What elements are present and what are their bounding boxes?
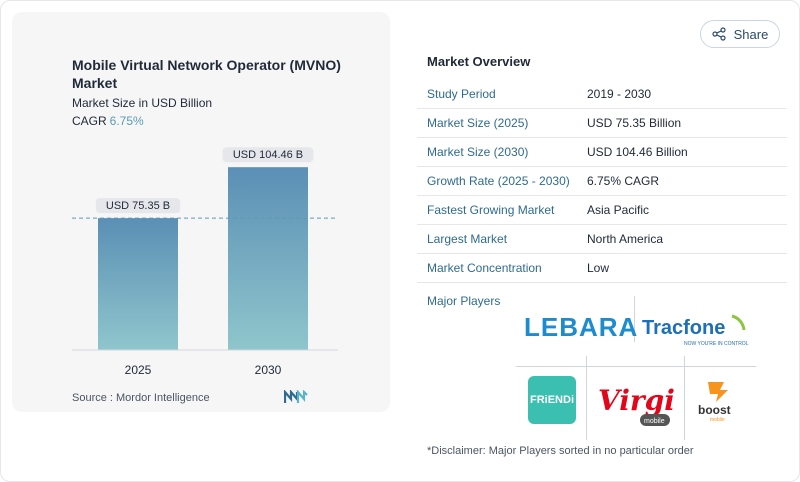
chart-card	[12, 12, 390, 412]
overview-value: North America	[587, 232, 664, 246]
friendi-wordmark: FRiENDi	[530, 394, 574, 406]
logo-divider	[516, 366, 756, 367]
tracfone-tagline: NOW YOU'RE IN CONTROL	[684, 341, 749, 347]
tracfone-wordmark: Tracfone	[642, 317, 725, 339]
share-button[interactable]: Share	[700, 20, 780, 48]
overview-value: 6.75% CAGR	[587, 174, 660, 188]
overview-value: Low	[587, 261, 610, 275]
overview-row-largest-market: Largest Market North America	[417, 225, 787, 254]
bar-2030	[228, 167, 308, 350]
tracfone-logo: Tracfone NOW YOU'RE IN CONTROL	[642, 314, 749, 347]
overview-row-market-size-2030: Market Size (2030) USD 104.46 Billion	[417, 138, 787, 167]
disclaimer-text: *Disclaimer: Major Players sorted in no …	[427, 445, 694, 457]
virgin-wordmark: Virgin	[598, 384, 676, 417]
major-players-label: Major Players	[427, 294, 501, 308]
data-label: USD 104.46 B	[233, 149, 303, 161]
overview-value: Asia Pacific	[587, 203, 650, 217]
boost-wordmark: boost	[698, 403, 731, 417]
bar-2025	[98, 218, 178, 350]
logo-divider	[586, 356, 587, 440]
share-icon	[712, 27, 726, 41]
mordor-logo-icon	[284, 390, 308, 403]
bar-chart: USD 75.35 B 2025 USD 104.46 B 2030	[72, 147, 338, 377]
cagr-line: CAGR 6.75%	[72, 114, 144, 128]
overview-value: 2019 - 2030	[587, 87, 652, 101]
data-label: USD 75.35 B	[106, 200, 170, 212]
data-label-bg	[222, 147, 314, 163]
overview-value: USD 75.35 Billion	[587, 116, 682, 130]
chart-subtitle: Market Size in USD Billion	[72, 96, 213, 110]
cagr-value: 6.75%	[109, 114, 144, 128]
overview-key: Study Period	[427, 87, 496, 101]
overview-key: Fastest Growing Market	[427, 203, 555, 217]
data-label-bg	[95, 198, 181, 214]
cagr-label: CAGR	[72, 114, 107, 128]
overview-value: USD 104.46 Billion	[587, 145, 688, 159]
virgin-sub: mobile	[644, 418, 665, 425]
boost-sub: mobile	[710, 417, 725, 423]
overview-row-study-period: Study Period 2019 - 2030	[417, 80, 787, 109]
overview-row-fastest-growing: Fastest Growing Market Asia Pacific	[417, 196, 787, 225]
x-tick-label: 2030	[255, 363, 282, 377]
friendi-logo: FRiENDi	[528, 376, 576, 424]
overview-row-market-size-2025: Market Size (2025) USD 75.35 Billion	[417, 109, 787, 138]
overview-key: Market Size (2030)	[427, 145, 529, 159]
overview-title: Market Overview	[427, 54, 531, 69]
chart-title: Mobile Virtual Network Operator (MVNO) M…	[72, 57, 341, 91]
overview-row-growth-rate: Growth Rate (2025 - 2030) 6.75% CAGR	[417, 167, 787, 196]
share-label: Share	[733, 26, 769, 42]
logo-divider	[634, 296, 635, 342]
x-tick-label: 2025	[125, 363, 152, 377]
boost-mobile-logo: boost mobile	[698, 382, 731, 423]
overview-key: Market Concentration	[427, 261, 542, 275]
overview-key: Largest Market	[427, 232, 508, 246]
logo-divider	[684, 356, 685, 440]
overview-table: Study Period 2019 - 2030 Market Size (20…	[417, 80, 787, 283]
virgin-mobile-logo: Virgin mobile	[598, 384, 676, 426]
overview-row-concentration: Market Concentration Low	[417, 254, 787, 283]
source-text: Source : Mordor Intelligence	[72, 392, 210, 404]
overview-key: Growth Rate (2025 - 2030)	[427, 174, 570, 188]
lebara-logo: LEBARA	[524, 312, 639, 342]
overview-key: Market Size (2025)	[427, 116, 529, 130]
